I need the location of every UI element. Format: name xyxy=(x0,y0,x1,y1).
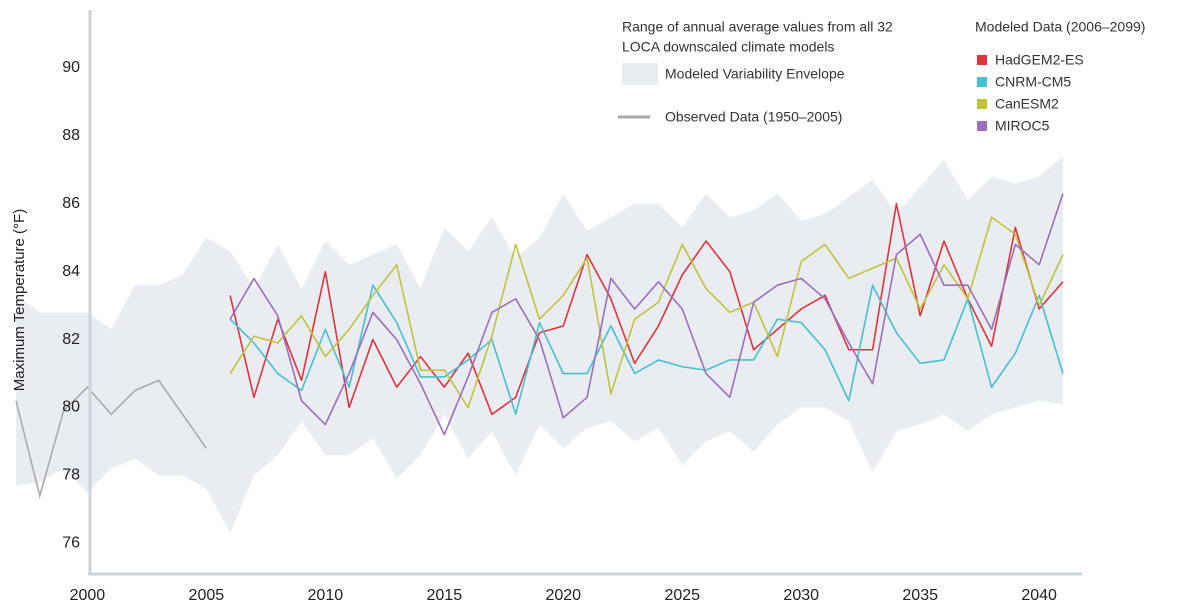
legend-swatch xyxy=(977,99,987,109)
x-tick-label: 2015 xyxy=(427,587,463,604)
x-tick-label: 2000 xyxy=(70,587,106,604)
legend-swatch xyxy=(977,77,987,87)
legend-note: LOCA downscaled climate models xyxy=(622,39,834,55)
y-tick-label: 78 xyxy=(62,467,80,484)
legend-label: Modeled Variability Envelope xyxy=(665,66,845,82)
observed-line xyxy=(15,379,208,499)
legend-swatch xyxy=(977,121,987,131)
legend-label: CanESM2 xyxy=(995,96,1059,112)
x-tick-label: 2010 xyxy=(308,587,344,604)
x-tick-label: 2030 xyxy=(783,587,819,604)
y-tick-label: 82 xyxy=(62,331,80,348)
x-tick-label: 2035 xyxy=(902,587,938,604)
legend-label: Observed Data (1950–2005) xyxy=(665,109,842,125)
legend-label: CNRM-CM5 xyxy=(995,74,1071,90)
x-tick-label: 2040 xyxy=(1021,587,1057,604)
variability-envelope xyxy=(16,156,1063,534)
y-tick-label: 84 xyxy=(62,263,80,280)
x-tick-label: 2020 xyxy=(545,587,581,604)
y-tick-label: 76 xyxy=(62,535,80,552)
legend-label: HadGEM2-ES xyxy=(995,52,1084,68)
legend-swatch xyxy=(977,55,987,65)
series-line xyxy=(229,193,1064,436)
legend-swatch xyxy=(622,63,658,85)
legend-note: Range of annual average values from all … xyxy=(622,19,893,35)
y-tick-label: 88 xyxy=(62,127,80,144)
y-axis-label: Maximum Temperature (°F) xyxy=(11,209,28,391)
series-line xyxy=(229,202,1064,416)
legend-title: Modeled Data (2006–2099) xyxy=(975,19,1145,35)
y-tick-label: 86 xyxy=(62,195,80,212)
x-tick-label: 2025 xyxy=(664,587,700,604)
x-tick-label: 2005 xyxy=(189,587,225,604)
plot-area xyxy=(15,156,1064,534)
y-tick-label: 90 xyxy=(62,59,80,76)
y-tick-label: 80 xyxy=(62,399,80,416)
series-line xyxy=(229,216,1064,409)
legend-label: MIROC5 xyxy=(995,118,1050,134)
